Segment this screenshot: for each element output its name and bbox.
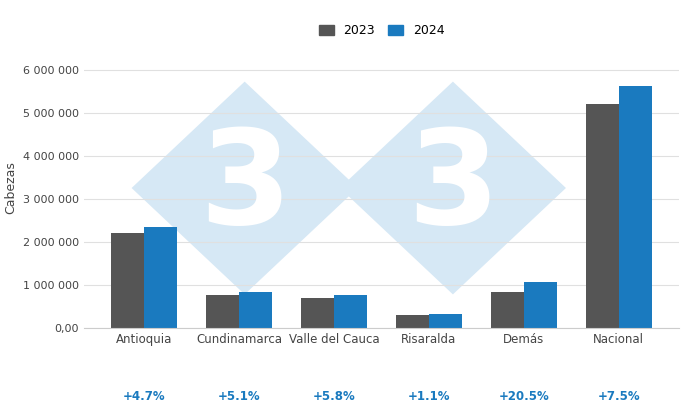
Bar [395,315,429,328]
Bar [111,233,144,328]
Bar [585,104,619,328]
Bar [491,292,524,328]
Text: +20,5%: +20,5% [498,390,550,400]
Bar [619,86,652,328]
Text: +1,1%: +1,1% [407,390,450,400]
Text: +4,7%: +4,7% [123,390,166,400]
Text: +5,1%: +5,1% [218,390,260,400]
Bar [144,227,178,328]
Legend: 2023, 2024: 2023, 2024 [315,21,448,41]
Polygon shape [340,82,566,294]
Bar [524,282,557,328]
Bar [239,292,272,328]
Text: 3: 3 [407,124,499,252]
Bar [429,314,462,328]
Text: +7,5%: +7,5% [597,390,640,400]
Bar [334,295,368,328]
Bar [301,298,334,328]
Text: +5,8%: +5,8% [313,390,356,400]
Text: 3: 3 [199,124,290,252]
Y-axis label: Cabezas: Cabezas [4,162,18,214]
Polygon shape [132,82,358,294]
Bar [206,295,239,328]
